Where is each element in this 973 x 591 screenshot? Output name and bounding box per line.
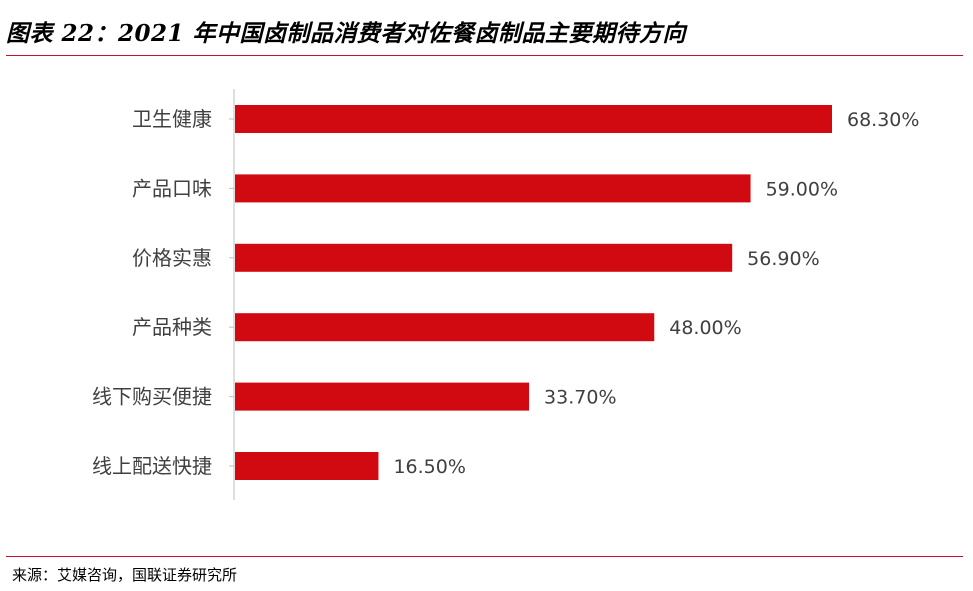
bar-3 xyxy=(235,243,733,272)
value-label: 48.00% xyxy=(669,317,741,339)
value-label: 16.50% xyxy=(393,456,465,478)
value-label: 33.70% xyxy=(544,387,616,409)
bar-1 xyxy=(235,105,832,133)
category-label: 卫生健康 xyxy=(132,107,212,131)
value-label: 56.90% xyxy=(747,248,819,270)
category-label: 线上配送快捷 xyxy=(92,454,212,478)
category-label: 产品种类 xyxy=(132,315,212,339)
category-label: 线下购买便捷 xyxy=(92,385,212,409)
bar-4 xyxy=(235,313,655,342)
source-note: 来源：艾媒咨询，国联证券研究所 xyxy=(12,566,238,584)
title-divider xyxy=(6,55,963,56)
bar-2 xyxy=(235,174,751,203)
category-label: 产品口味 xyxy=(132,176,212,200)
value-label: 59.00% xyxy=(766,178,838,200)
category-label: 价格实惠 xyxy=(132,246,212,270)
bar-5 xyxy=(235,382,530,411)
chart-title: 图表 22：2021 年中国卤制品消费者对佐餐卤制品主要期待方向 xyxy=(6,20,687,47)
bar-6 xyxy=(235,452,379,480)
source-divider xyxy=(6,556,963,557)
value-label: 68.30% xyxy=(847,109,919,131)
